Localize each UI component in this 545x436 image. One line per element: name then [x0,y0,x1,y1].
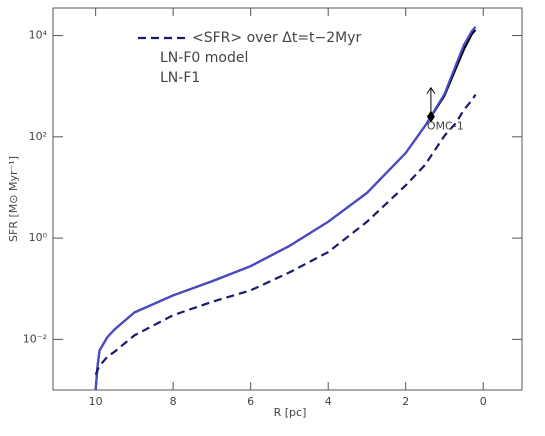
legend-label: LN-F1 [160,70,200,86]
arrow-head [426,86,436,95]
point-label: OMC-1 [427,120,464,133]
y-tick-label: 10⁻² [23,332,47,345]
y-tick-label: 10⁰ [29,231,48,244]
legend-label: <SFR> over Δt=t−2Myr [192,30,362,46]
x-tick-label: 2 [402,395,409,408]
y-tick-label: 10⁴ [29,29,48,42]
line [94,29,477,391]
line [94,25,477,391]
x-axis-label: R [pc] [274,406,307,419]
plot-frame [52,7,523,391]
line [94,94,477,376]
x-tick-label: 4 [325,395,332,408]
y-axis-label: SFR [M⊙ Myr⁻¹] [7,156,20,242]
legend: <SFR> over Δt=t−2Myr LN-F0 model LN-F1 [138,30,362,86]
x-tick-label: 6 [247,395,254,408]
x-tick-label: 10 [89,395,103,408]
data-point [426,110,435,123]
x-tick-label: 0 [480,395,487,408]
legend-label: LN-F0 model [160,50,248,66]
y-tick-label: 10² [29,130,47,143]
x-tick-label: 8 [170,395,177,408]
